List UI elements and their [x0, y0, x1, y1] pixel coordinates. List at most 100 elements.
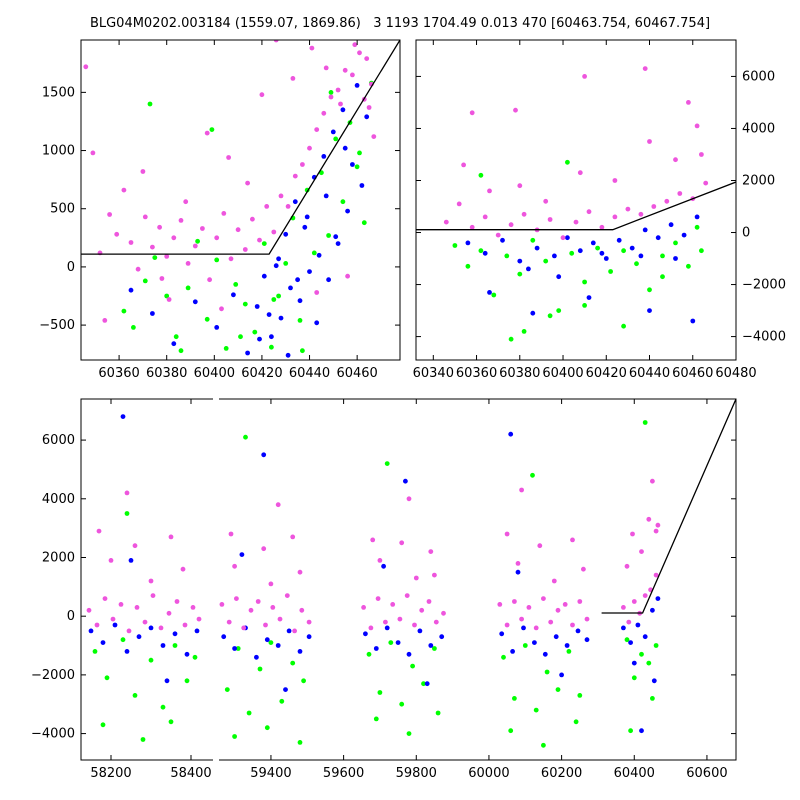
data-point [257, 237, 262, 243]
data-point [517, 271, 523, 277]
y-tick-label: 0 [742, 226, 750, 241]
data-point [335, 87, 341, 93]
data-point [397, 616, 403, 622]
data-point [182, 622, 188, 628]
data-point [275, 502, 281, 508]
data-point [174, 599, 180, 604]
data-point [513, 107, 518, 113]
data-point [512, 599, 517, 604]
data-point [562, 602, 568, 607]
data-point [357, 150, 362, 156]
data-point [651, 678, 657, 684]
data-point [316, 252, 322, 258]
data-point [703, 180, 709, 186]
data-point [364, 56, 370, 61]
data-point [102, 318, 108, 323]
x-tick-label: 60380 [499, 366, 540, 381]
data-point [469, 110, 475, 116]
chart-panel-1: 60360 60380 60400 60420 60440 60460 −500 0 500 10… [39, 39, 401, 381]
data-point [326, 233, 331, 238]
data-point [551, 578, 557, 584]
data-point [178, 218, 184, 223]
data-point [582, 74, 587, 79]
data-point [233, 282, 239, 287]
data-point [164, 293, 170, 299]
x-tick-label: 60400 [614, 766, 655, 781]
data-point [603, 256, 609, 261]
data-point [148, 578, 154, 584]
data-point [297, 318, 303, 323]
data-point [439, 634, 445, 640]
data-point [677, 191, 683, 196]
data-point [428, 549, 434, 554]
data-point [586, 209, 592, 215]
data-point [686, 263, 691, 269]
data-point [456, 201, 462, 207]
data-point [321, 154, 327, 159]
data-point [413, 575, 419, 581]
data-point [304, 214, 310, 220]
data-point [519, 487, 524, 493]
data-point [342, 145, 348, 151]
data-point [248, 607, 254, 613]
data-point [673, 240, 678, 246]
data-point [521, 625, 526, 631]
data-point [504, 531, 510, 537]
data-point [270, 605, 276, 610]
data-point [631, 599, 637, 604]
data-point [86, 607, 92, 613]
data-point [412, 622, 417, 628]
data-point [283, 261, 289, 266]
data-point [328, 90, 334, 95]
data-point [147, 101, 153, 107]
data-point [228, 256, 234, 262]
data-point [121, 308, 127, 314]
data-point [560, 235, 566, 241]
data-point [441, 610, 446, 616]
data-point [323, 193, 329, 199]
x-tick-label: 60200 [541, 766, 582, 781]
data-point [192, 299, 198, 305]
data-point [499, 631, 505, 637]
data-point [403, 478, 408, 484]
data-point [537, 543, 543, 549]
y-tick-label: 500 [50, 202, 75, 217]
data-point [522, 643, 528, 648]
data-point [533, 707, 539, 713]
x-tick-label: 60360 [456, 366, 497, 381]
data-point [232, 734, 238, 739]
x-tick-label: 60400 [194, 366, 235, 381]
data-point [278, 193, 284, 199]
data-point [532, 640, 537, 645]
data-point [112, 622, 118, 628]
data-point [134, 605, 140, 610]
x-tick-label: 60360 [98, 366, 139, 381]
data-point [120, 637, 126, 643]
data-point [495, 232, 501, 238]
data-point [263, 622, 268, 628]
data-point [653, 528, 659, 534]
data-point [264, 725, 270, 731]
data-point [254, 654, 259, 660]
data-point [271, 297, 277, 302]
data-point [383, 619, 388, 625]
data-point [530, 472, 535, 478]
data-point [160, 704, 166, 710]
data-point [100, 640, 106, 645]
data-point [295, 277, 300, 283]
data-point [301, 678, 306, 684]
data-point [384, 625, 390, 631]
data-point [668, 222, 674, 228]
chart-title: BLG04M0202.003184 (1559.07, 1869.86) 3 1… [89, 16, 711, 31]
data-point [681, 232, 687, 238]
x-tick-label: 60460 [672, 366, 713, 381]
data-point [647, 139, 652, 144]
data-point [340, 107, 346, 113]
data-point [321, 110, 327, 116]
data-point [88, 628, 94, 634]
data-point [292, 199, 298, 205]
data-point [245, 350, 251, 356]
data-point [124, 649, 130, 654]
data-point [612, 214, 618, 220]
data-point [166, 297, 172, 302]
